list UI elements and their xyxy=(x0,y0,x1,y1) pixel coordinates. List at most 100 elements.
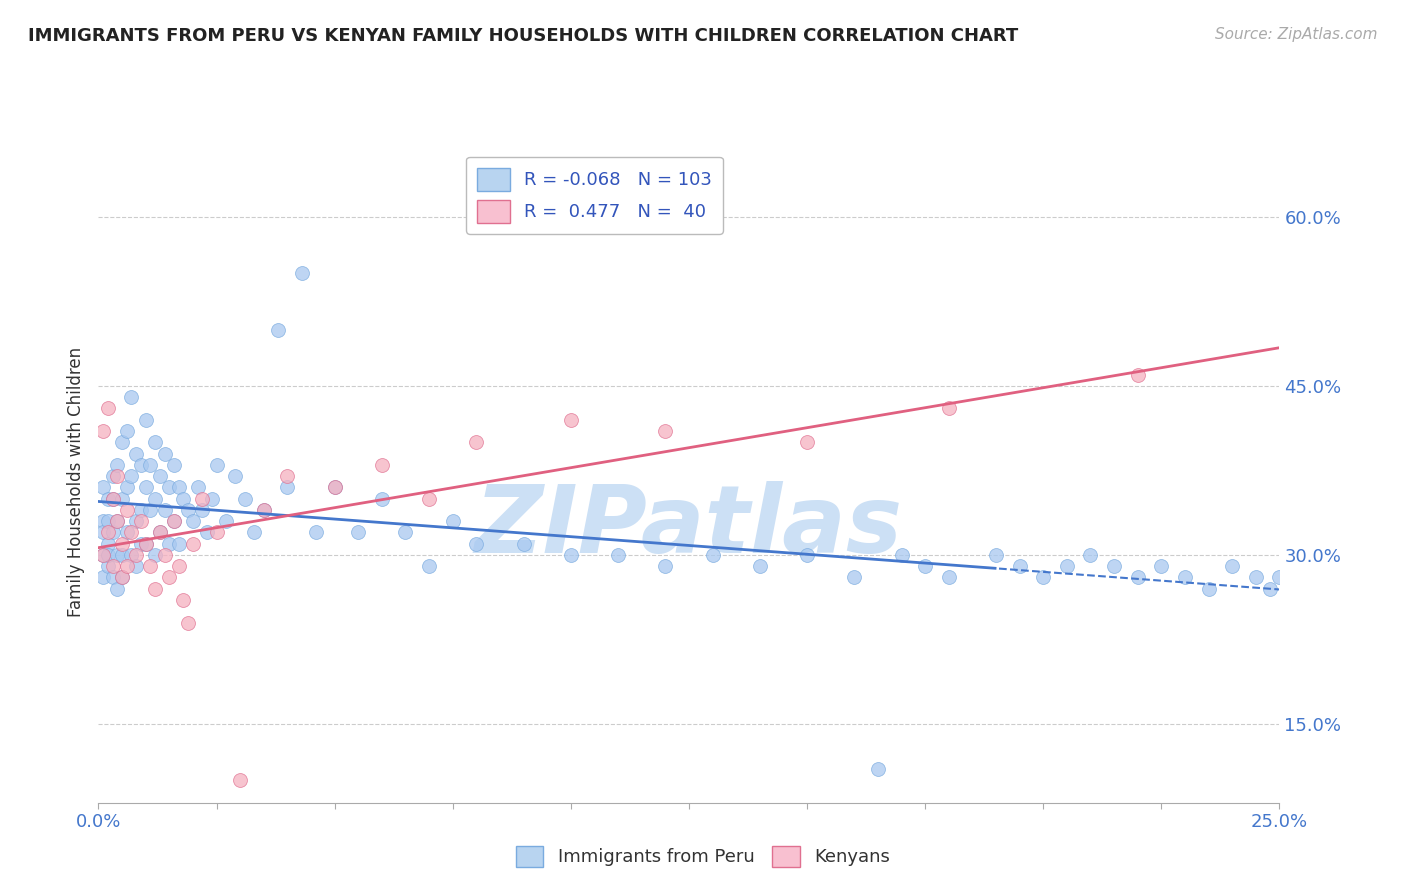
Point xyxy=(167,559,190,574)
Point xyxy=(914,559,936,574)
Point xyxy=(1126,368,1149,382)
Legend: Immigrants from Peru, Kenyans: Immigrants from Peru, Kenyans xyxy=(509,838,897,874)
Point xyxy=(153,446,176,460)
Point xyxy=(97,491,120,506)
Point xyxy=(205,458,228,472)
Point xyxy=(654,424,676,438)
Point xyxy=(157,570,180,584)
Point xyxy=(149,525,172,540)
Point xyxy=(135,413,157,427)
Point xyxy=(97,525,120,540)
Point xyxy=(229,773,252,788)
Point xyxy=(105,548,128,562)
Point xyxy=(135,480,157,494)
Point xyxy=(129,458,152,472)
Point xyxy=(394,525,416,540)
Point xyxy=(139,559,162,574)
Point xyxy=(215,514,238,528)
Point xyxy=(866,762,889,776)
Point xyxy=(115,480,138,494)
Point xyxy=(267,322,290,336)
Point xyxy=(347,525,370,540)
Point xyxy=(201,491,224,506)
Text: Source: ZipAtlas.com: Source: ZipAtlas.com xyxy=(1215,27,1378,42)
Point xyxy=(702,548,724,562)
Point xyxy=(111,570,134,584)
Point xyxy=(163,514,186,528)
Point xyxy=(253,503,276,517)
Point xyxy=(143,582,166,596)
Text: ZIPatlas: ZIPatlas xyxy=(475,481,903,573)
Point xyxy=(1080,548,1102,562)
Point xyxy=(938,401,960,416)
Legend: R = -0.068   N = 103, R =  0.477   N =  40: R = -0.068 N = 103, R = 0.477 N = 40 xyxy=(467,157,723,234)
Point xyxy=(1174,570,1197,584)
Point xyxy=(105,458,128,472)
Point xyxy=(890,548,912,562)
Point xyxy=(181,536,204,550)
Point xyxy=(143,435,166,450)
Point xyxy=(105,582,128,596)
Point xyxy=(105,514,128,528)
Point xyxy=(139,458,162,472)
Point xyxy=(111,548,134,562)
Point xyxy=(243,525,266,540)
Point xyxy=(323,480,346,494)
Point xyxy=(135,536,157,550)
Point xyxy=(105,514,128,528)
Point xyxy=(1198,582,1220,596)
Point xyxy=(115,525,138,540)
Point xyxy=(1126,570,1149,584)
Point xyxy=(91,424,114,438)
Point xyxy=(172,593,194,607)
Point xyxy=(371,491,394,506)
Point xyxy=(465,536,488,550)
Point xyxy=(938,570,960,584)
Point xyxy=(844,570,866,584)
Point xyxy=(560,548,582,562)
Point xyxy=(748,559,770,574)
Point xyxy=(125,548,148,562)
Point xyxy=(91,548,114,562)
Point xyxy=(121,390,143,404)
Point xyxy=(654,559,676,574)
Point xyxy=(984,548,1007,562)
Point xyxy=(441,514,464,528)
Point xyxy=(1278,559,1301,574)
Point xyxy=(191,503,214,517)
Point xyxy=(290,266,312,280)
Point xyxy=(105,469,128,483)
Point xyxy=(101,525,124,540)
Point xyxy=(1150,559,1173,574)
Point xyxy=(1056,559,1078,574)
Point xyxy=(167,536,190,550)
Text: IMMIGRANTS FROM PERU VS KENYAN FAMILY HOUSEHOLDS WITH CHILDREN CORRELATION CHART: IMMIGRANTS FROM PERU VS KENYAN FAMILY HO… xyxy=(28,27,1018,45)
Point xyxy=(115,559,138,574)
Point xyxy=(224,469,246,483)
Point xyxy=(418,491,440,506)
Point xyxy=(1032,570,1054,584)
Point xyxy=(111,491,134,506)
Point xyxy=(97,559,120,574)
Point xyxy=(125,514,148,528)
Point xyxy=(157,536,180,550)
Point xyxy=(111,536,134,550)
Point xyxy=(129,536,152,550)
Point xyxy=(512,536,534,550)
Point xyxy=(101,491,124,506)
Point xyxy=(205,525,228,540)
Point xyxy=(1102,559,1125,574)
Point xyxy=(97,401,120,416)
Point xyxy=(101,469,124,483)
Point xyxy=(143,548,166,562)
Point xyxy=(1008,559,1031,574)
Point xyxy=(149,469,172,483)
Point xyxy=(97,548,120,562)
Point xyxy=(163,458,186,472)
Point xyxy=(111,570,134,584)
Point xyxy=(195,525,218,540)
Point xyxy=(115,424,138,438)
Point xyxy=(418,559,440,574)
Point xyxy=(135,536,157,550)
Point xyxy=(181,514,204,528)
